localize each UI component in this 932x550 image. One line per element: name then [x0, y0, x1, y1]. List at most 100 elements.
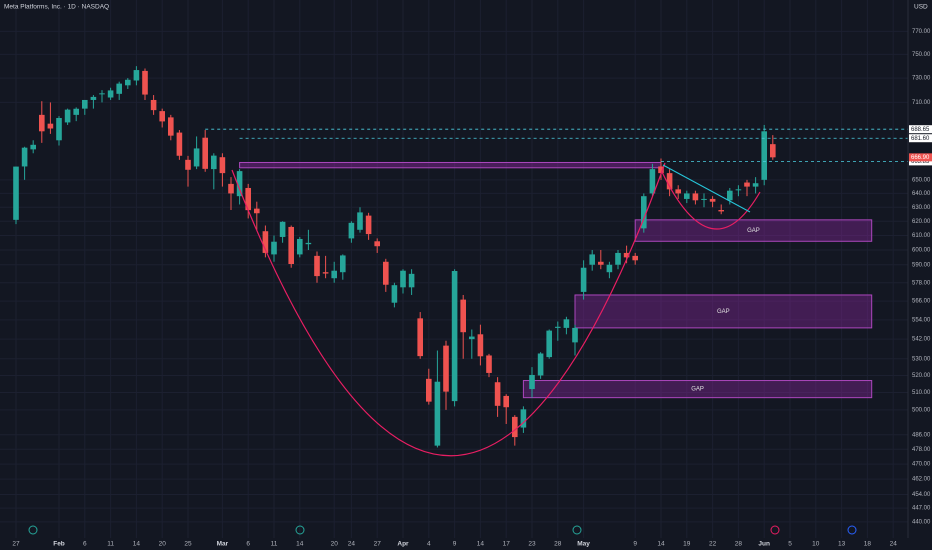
event-icon	[28, 525, 38, 535]
zones: GAP GAP GAP	[239, 161, 873, 399]
y-tick-label: 600.00	[912, 248, 931, 254]
candle-body	[563, 319, 570, 328]
candle-body	[443, 345, 449, 392]
candle-body	[168, 117, 174, 136]
candle-body	[503, 395, 509, 408]
candle-body	[460, 299, 466, 333]
x-tick-label: 28	[554, 541, 562, 548]
candle-body	[709, 198, 716, 202]
candle-body	[47, 123, 54, 129]
x-tick-label: 23	[528, 541, 536, 548]
candle-body	[279, 221, 286, 237]
x-tick-label: 27	[374, 541, 382, 548]
y-tick-label: 440.00	[912, 519, 931, 525]
candle-body	[322, 272, 329, 274]
candle-body	[408, 273, 415, 288]
candles	[13, 66, 776, 448]
candle-body	[606, 264, 613, 273]
x-tick-label: Apr	[397, 541, 409, 548]
candle-body	[357, 212, 363, 230]
x-tick-label: Mar	[217, 541, 229, 548]
candle-body	[555, 326, 561, 328]
x-tick-label: 9	[453, 541, 457, 548]
candle-body	[219, 157, 226, 174]
candle-body	[262, 231, 269, 253]
candle-body	[107, 90, 114, 98]
candle-body	[658, 166, 664, 174]
candle-body	[82, 99, 88, 109]
candle-body	[400, 270, 406, 288]
level-tag	[909, 157, 932, 166]
x-tick-label: 19	[683, 541, 691, 548]
y-tick-label: 770.00	[912, 29, 931, 35]
currency: USD	[914, 4, 928, 11]
candle-body	[340, 255, 346, 273]
candle-body	[684, 193, 690, 199]
x-tick-label: 28	[735, 541, 743, 548]
candle-body	[314, 255, 320, 277]
candle-body	[546, 330, 552, 358]
x-tick-label: 6	[246, 541, 250, 548]
candle-body	[73, 108, 79, 115]
y-tick-label: 470.00	[912, 462, 931, 468]
candle-body	[142, 70, 148, 95]
candle-body	[666, 173, 673, 190]
candle-body	[176, 132, 183, 156]
candle-body	[159, 111, 165, 122]
candle-body	[529, 374, 535, 390]
candle-body	[56, 118, 62, 141]
y-tick-label: 520.00	[912, 373, 931, 379]
x-tick-label: Feb	[53, 541, 65, 548]
y-tick-label: 510.00	[912, 390, 931, 396]
x-tick-label: 25	[184, 541, 192, 548]
candle-body	[185, 159, 191, 170]
y-tick-label: 478.00	[912, 447, 931, 453]
candle-body	[13, 166, 19, 220]
cup-curve	[231, 162, 666, 457]
x-tick-label: 11	[271, 541, 278, 548]
x-tick-label: 14	[477, 541, 485, 548]
candle-body	[133, 70, 140, 81]
resistance-zone	[239, 161, 662, 169]
candle-body	[735, 189, 742, 191]
candle-body	[434, 381, 441, 446]
x-tick-label: 24	[348, 541, 356, 548]
candle-body	[254, 208, 260, 214]
candle-body	[744, 182, 750, 187]
candle-body	[150, 99, 157, 111]
y-tick-label: 640.00	[912, 191, 931, 197]
gap-label: GAP	[717, 309, 730, 315]
candle-body	[632, 255, 638, 261]
candle-body	[211, 155, 217, 170]
candle-body	[116, 83, 122, 94]
candle-body	[99, 93, 105, 95]
candle-body	[623, 252, 630, 258]
x-tick-label: 9	[633, 541, 637, 548]
candle-body	[365, 215, 372, 235]
gap-label: GAP	[691, 387, 704, 393]
x-tick-label: 20	[331, 541, 339, 548]
last-price-tag	[909, 153, 932, 162]
candle-body	[580, 267, 587, 292]
y-tick-label: 454.00	[912, 492, 931, 498]
levels	[205, 128, 908, 162]
level-label: 663.83	[911, 159, 930, 165]
y-tick-label: 750.00	[912, 52, 931, 58]
event-icon	[572, 525, 582, 535]
x-tick-label: May	[577, 541, 590, 548]
x-tick-label: 4	[427, 541, 431, 548]
candle-body	[537, 353, 544, 376]
level-tag	[909, 125, 932, 134]
candle-body	[675, 189, 681, 194]
y-tick-label: 554.00	[912, 318, 931, 324]
y-tick-label: 447.00	[912, 506, 931, 512]
candle-body	[90, 96, 97, 100]
x-tick-label: 10	[812, 541, 820, 548]
candle-body	[21, 147, 28, 167]
x-tick-label: 18	[864, 541, 872, 548]
candle-body	[288, 226, 294, 265]
candle-body	[477, 334, 484, 357]
y-tick-label: 620.00	[912, 219, 931, 225]
y-tick-label: 730.00	[912, 76, 931, 82]
